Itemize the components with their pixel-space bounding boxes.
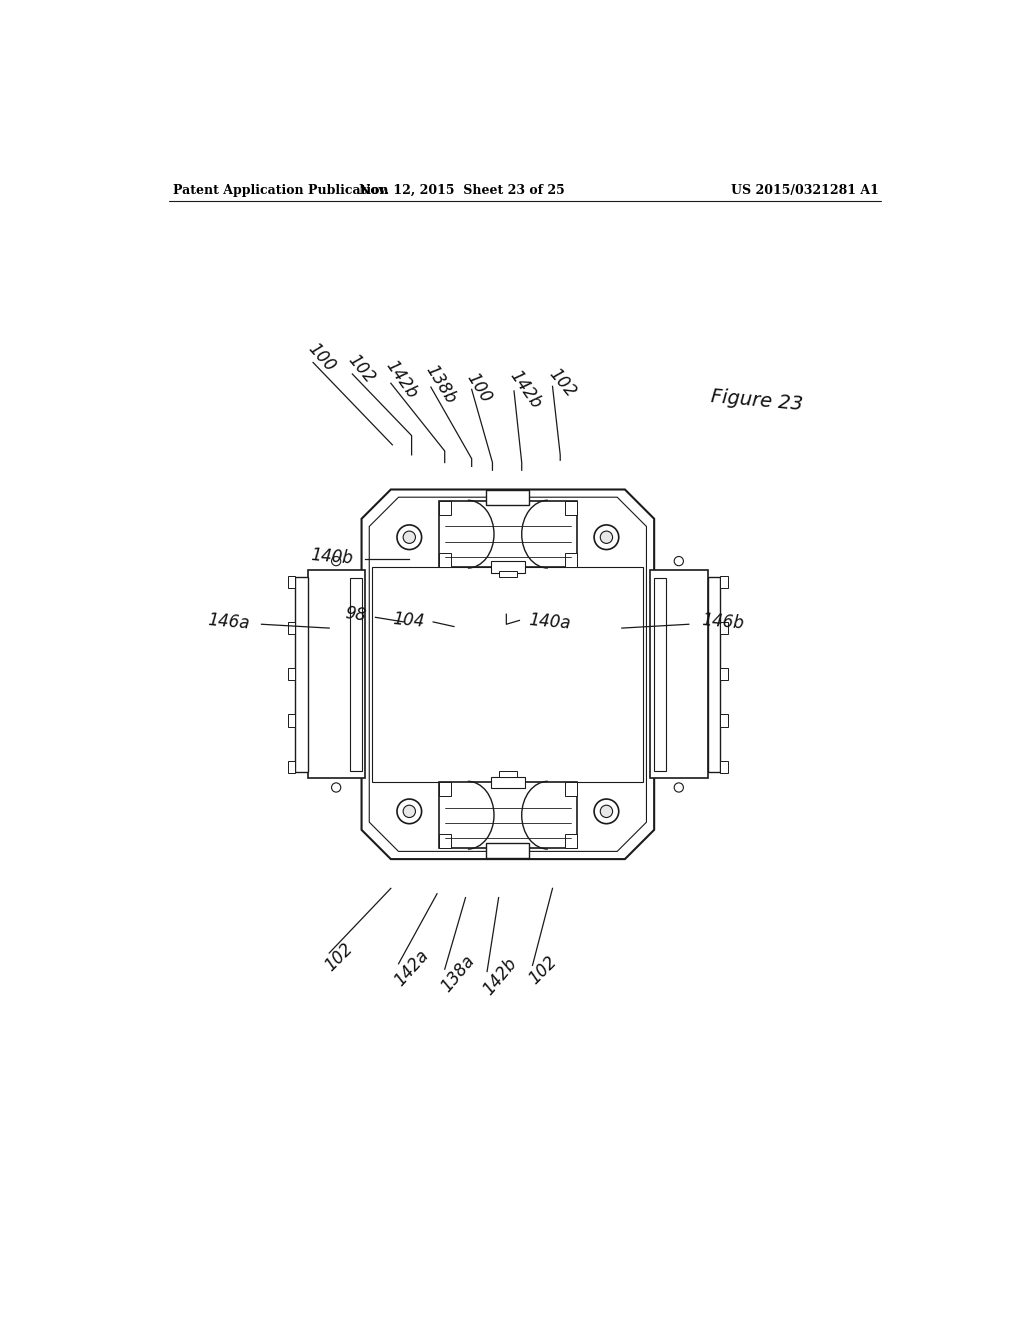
- Circle shape: [594, 525, 618, 549]
- Bar: [565, 781, 578, 796]
- Bar: [486, 843, 529, 858]
- Circle shape: [600, 805, 612, 817]
- Text: 102: 102: [524, 952, 560, 987]
- Bar: [565, 553, 578, 566]
- Circle shape: [397, 525, 422, 549]
- Text: 100: 100: [463, 370, 496, 407]
- Circle shape: [594, 799, 618, 824]
- Circle shape: [403, 531, 416, 544]
- Bar: [499, 771, 517, 777]
- Bar: [499, 572, 517, 577]
- Bar: [288, 760, 295, 774]
- Bar: [565, 502, 578, 515]
- Text: 146a: 146a: [207, 611, 250, 632]
- Bar: [654, 578, 666, 771]
- Bar: [288, 668, 295, 681]
- Text: 98: 98: [344, 605, 368, 626]
- Bar: [438, 553, 451, 566]
- Bar: [565, 834, 578, 847]
- Bar: [720, 622, 728, 635]
- Bar: [490, 561, 525, 573]
- Bar: [350, 578, 361, 771]
- Text: 138a: 138a: [437, 952, 478, 995]
- Bar: [720, 576, 728, 589]
- Text: Patent Application Publication: Patent Application Publication: [173, 185, 388, 197]
- Polygon shape: [361, 490, 654, 859]
- Bar: [438, 781, 578, 847]
- Text: 142a: 142a: [391, 946, 432, 990]
- Circle shape: [674, 557, 683, 566]
- Bar: [650, 570, 708, 779]
- Bar: [288, 714, 295, 726]
- Text: 104: 104: [391, 610, 425, 631]
- Text: 138b: 138b: [422, 362, 460, 408]
- Text: 102: 102: [322, 940, 356, 975]
- Bar: [720, 714, 728, 726]
- Text: 142b: 142b: [479, 954, 520, 998]
- Bar: [720, 668, 728, 681]
- Text: Figure 23: Figure 23: [710, 388, 803, 414]
- Circle shape: [332, 783, 341, 792]
- Circle shape: [397, 799, 422, 824]
- Circle shape: [674, 783, 683, 792]
- Circle shape: [403, 805, 416, 817]
- Text: Nov. 12, 2015  Sheet 23 of 25: Nov. 12, 2015 Sheet 23 of 25: [358, 185, 564, 197]
- Circle shape: [332, 557, 341, 566]
- Bar: [720, 760, 728, 774]
- Bar: [708, 577, 720, 772]
- Text: US 2015/0321281 A1: US 2015/0321281 A1: [731, 185, 879, 197]
- Bar: [490, 776, 525, 788]
- Text: 140b: 140b: [310, 546, 354, 568]
- Text: 140a: 140a: [528, 611, 571, 632]
- Bar: [295, 577, 307, 772]
- Bar: [288, 622, 295, 635]
- Text: 102: 102: [545, 366, 580, 401]
- Bar: [288, 576, 295, 589]
- Bar: [438, 781, 451, 796]
- Text: 142b: 142b: [506, 367, 546, 412]
- Bar: [307, 570, 366, 779]
- Circle shape: [600, 531, 612, 544]
- Bar: [438, 502, 578, 566]
- Text: 100: 100: [304, 339, 339, 375]
- Bar: [486, 490, 529, 506]
- Text: 142b: 142b: [382, 356, 421, 401]
- Text: 146b: 146b: [700, 611, 744, 632]
- Bar: [438, 834, 451, 847]
- Bar: [438, 502, 451, 515]
- Text: 102: 102: [344, 351, 378, 387]
- Bar: [373, 566, 643, 781]
